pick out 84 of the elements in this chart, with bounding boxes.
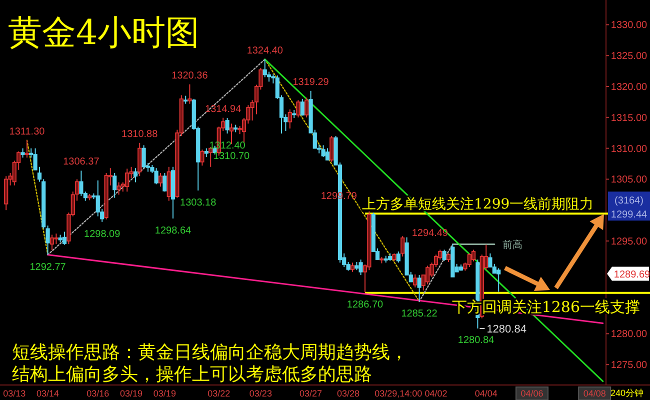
annotation: 1294.49: [412, 228, 448, 239]
x-tick-label: 04/08: [583, 388, 606, 398]
candlestick: [442, 249, 446, 262]
candlestick: [125, 168, 130, 192]
annotation: 1311.30: [9, 126, 46, 138]
x-tick-label: 03/28: [337, 388, 360, 398]
candlestick: [54, 233, 58, 245]
x-tick-label: 03/19: [153, 388, 176, 398]
annotation: 1310.88: [122, 128, 158, 140]
annotation: 1303.18: [180, 198, 217, 208]
x-tick-label: 03/23: [249, 388, 272, 398]
annotation: 1280.84: [458, 335, 495, 346]
x-tick-label: 03/27: [300, 388, 322, 398]
x-tick-label: 03/29,14:00: [374, 388, 422, 398]
candlestick: [467, 252, 472, 268]
x-tick-label: 03/16: [86, 388, 110, 398]
x-tick-label: 04/04: [474, 388, 498, 398]
x-tick-label: 04/02: [424, 388, 448, 398]
text: 240分钟: [610, 388, 644, 398]
y-tick-label: 1315.00: [610, 112, 648, 124]
candlestick: [321, 144, 326, 158]
candlestick: [300, 98, 304, 116]
series-label: 前高: [502, 239, 522, 252]
candlestick: [288, 108, 292, 129]
annotation: 1292.77: [30, 262, 66, 273]
chart-title: 黄金4小时图: [8, 13, 200, 53]
candlestick: [413, 274, 418, 288]
y-tick-label: 1330.00: [610, 20, 648, 32]
annotation: 1320.36: [172, 70, 208, 82]
x-tick-label: 03/19: [120, 388, 143, 398]
candlestick: [62, 231, 67, 246]
y-tick-label: 1280.00: [610, 329, 648, 340]
annotation: 1310.70: [213, 151, 250, 162]
candlestick: [133, 168, 138, 183]
candlestick: [24, 140, 30, 158]
candlestick: [79, 170, 84, 196]
candlestick: [158, 172, 163, 188]
x-tick-label: 03/22: [208, 388, 230, 398]
candlestick: [162, 172, 167, 192]
candlestick: [50, 234, 54, 251]
x-tick-label: 03/13: [3, 388, 26, 398]
annotation: 1298.64: [154, 226, 192, 236]
text: (3164): [614, 196, 644, 207]
candlestick: [142, 144, 146, 169]
y-tick-label: 1310.00: [610, 144, 648, 155]
candlestick: [396, 251, 400, 264]
candlestick: [400, 236, 405, 257]
candlestick: [262, 58, 267, 78]
y-tick-label: 1305.00: [610, 174, 648, 186]
y-tick-label: 1320.00: [610, 82, 648, 93]
annotation: 短线操作思路：黄金日线偏向企稳大周期趋势线，: [12, 342, 408, 363]
y-tick-label: 1325.00: [610, 51, 648, 62]
candlestick: [358, 259, 363, 276]
annotation: 1306.37: [63, 156, 100, 168]
x-tick-label: 04/06: [520, 388, 544, 398]
annotation: 1280.84: [486, 324, 526, 336]
annotation: 1299.44: [610, 210, 648, 221]
x-tick-label: 03/14: [36, 388, 60, 398]
candlestick: [138, 142, 142, 177]
annotation: 结构上偏向多头，操作上可以考虑低多的思路: [12, 364, 372, 385]
annotation: 1298.09: [84, 228, 121, 240]
candlestick: [116, 182, 121, 196]
candlestick: [496, 268, 501, 292]
candlestick: [325, 148, 330, 161]
y-tick-label: 1295.00: [610, 236, 648, 248]
candlestick: [200, 149, 204, 166]
annotation: 1324.40: [246, 45, 284, 56]
annotation: 1285.22: [401, 308, 438, 320]
annotation: 1286.70: [346, 299, 384, 310]
candlestick: [225, 118, 230, 134]
candlestick: [20, 148, 25, 158]
candlestick: [296, 100, 300, 118]
candlestick: [46, 225, 50, 256]
candlestick: [417, 274, 422, 302]
candlestick: [154, 168, 158, 185]
candlestick: [350, 262, 355, 272]
candlestick: [304, 97, 309, 118]
y-tick-label: 1275.00: [610, 360, 648, 372]
candlestick: [188, 84, 192, 104]
candlestick: [112, 172, 117, 198]
candlestick: [426, 265, 430, 285]
candlestick: [330, 136, 334, 162]
ref-line-label: 上方多单短线关注1299一线前期阻力: [362, 196, 594, 213]
annotation: 1319.29: [292, 76, 330, 88]
